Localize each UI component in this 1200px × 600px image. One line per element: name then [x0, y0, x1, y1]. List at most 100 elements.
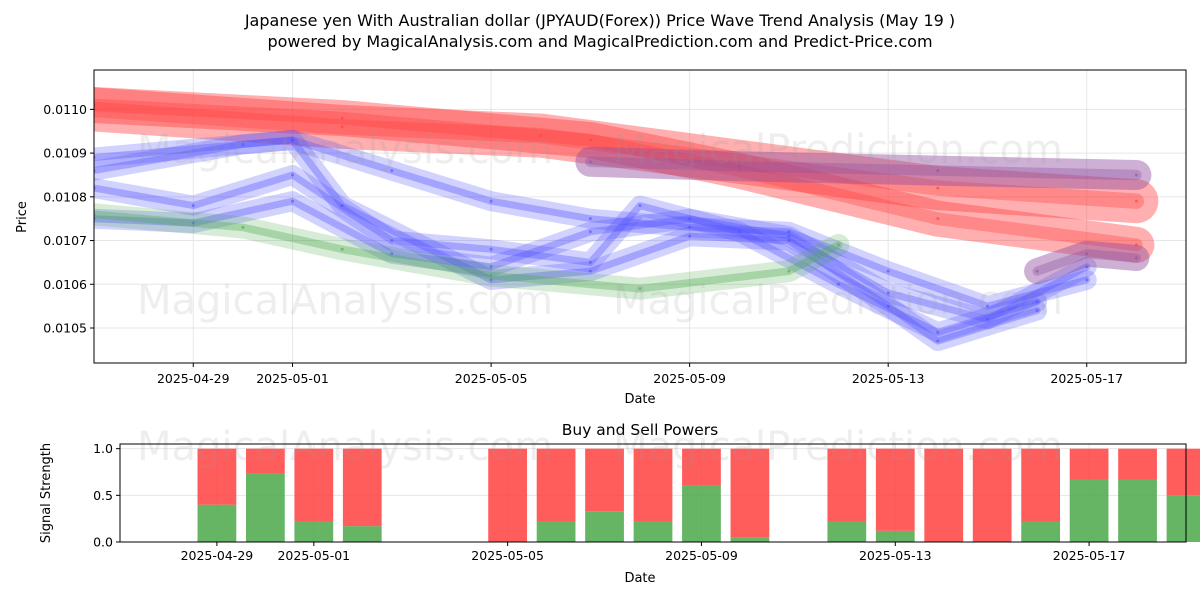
sell-bar	[342, 448, 382, 527]
price-y-tick-label: 0.0108	[43, 189, 87, 204]
sell-bar	[245, 448, 285, 474]
price-point	[1085, 265, 1089, 269]
price-point	[886, 304, 890, 308]
power-panel: Buy and Sell Powers MagicalAnalysis.com …	[39, 421, 1200, 586]
price-y-axis-label: Price	[15, 201, 30, 233]
price-point	[1085, 252, 1089, 256]
price-point	[936, 330, 940, 334]
price-point	[291, 173, 295, 177]
price-point	[936, 186, 940, 190]
power-y-axis-label: Signal Strength	[39, 443, 54, 543]
chart-title: Japanese yen With Australian dollar (JPY…	[244, 11, 955, 30]
price-point	[489, 265, 493, 269]
price-x-tick-label: 2025-05-01	[256, 371, 329, 386]
sell-bar	[682, 448, 721, 486]
price-plot-frame	[93, 69, 1187, 364]
price-y-tick-label: 0.0107	[43, 233, 87, 248]
price-point	[340, 125, 344, 129]
price-point	[886, 291, 890, 295]
power-x-tick-label: 2025-05-17	[1053, 548, 1126, 563]
price-point	[1035, 300, 1039, 304]
sell-bar	[536, 448, 576, 522]
price-point	[787, 234, 791, 238]
price-x-tick-label: 2025-05-17	[1050, 371, 1123, 386]
sell-bar	[875, 448, 915, 531]
power-watermarks: MagicalAnalysis.com MagicalPrediction.co…	[137, 424, 1063, 470]
price-point	[737, 160, 741, 164]
price-point	[489, 274, 493, 278]
price-point	[291, 138, 295, 142]
price-point	[1134, 199, 1138, 203]
price-point	[489, 247, 493, 251]
price-point	[936, 217, 940, 221]
price-point	[489, 199, 493, 203]
price-point	[588, 230, 592, 234]
price-point	[787, 269, 791, 273]
chart-subtitle: powered by MagicalAnalysis.com and Magic…	[267, 32, 932, 51]
price-point	[588, 260, 592, 264]
price-point	[588, 217, 592, 221]
power-bars-group	[197, 448, 1200, 542]
price-series-red-wave-2	[94, 87, 1155, 263]
price-y-tick-label: 0.0106	[43, 277, 87, 292]
price-point	[1134, 243, 1138, 247]
price-point	[737, 169, 741, 173]
price-point	[638, 204, 642, 208]
price-x-tick-label: 2025-05-09	[653, 371, 726, 386]
watermark-text: MagicalAnalysis.com	[137, 278, 553, 324]
price-point	[936, 169, 940, 173]
buy-bar	[633, 521, 673, 542]
price-series-blue-wave-4	[94, 130, 1048, 352]
sell-bar	[924, 448, 964, 542]
price-point	[588, 138, 592, 142]
price-series-group	[94, 87, 1159, 352]
sell-bar	[585, 448, 624, 512]
price-point	[191, 221, 195, 225]
price-watermarks: MagicalAnalysis.com MagicalPrediction.co…	[137, 127, 1063, 324]
power-chart-title: Buy and Sell Powers	[562, 421, 719, 439]
price-point	[340, 116, 344, 120]
buy-bar	[1118, 479, 1157, 542]
buy-bar	[245, 473, 285, 542]
buy-bar	[875, 530, 915, 542]
price-point	[390, 169, 394, 173]
watermark-text: MagicalAnalysis.com	[137, 424, 553, 470]
price-point	[390, 252, 394, 256]
price-point	[588, 269, 592, 273]
price-point	[1134, 173, 1138, 177]
price-x-tick-label: 2025-04-29	[157, 371, 230, 386]
buy-bar	[682, 485, 721, 542]
price-point	[638, 287, 642, 291]
price-point	[688, 234, 692, 238]
price-point	[837, 243, 841, 247]
power-x-tick-label: 2025-05-13	[859, 548, 932, 563]
buy-bar	[585, 511, 624, 542]
sell-bar	[1021, 448, 1061, 522]
power-y-ticks: 0.0 0.5 1.0	[93, 441, 120, 550]
buy-bar	[827, 521, 867, 542]
price-series-core-purple-band	[585, 156, 1142, 181]
price-x-axis-label: Date	[624, 392, 655, 407]
price-point	[737, 164, 741, 168]
watermark-text: MagicalPrediction.com	[613, 278, 1063, 324]
price-point	[688, 217, 692, 221]
price-point	[291, 199, 295, 203]
power-x-axis-label: Date	[624, 571, 655, 586]
sell-bar	[633, 448, 673, 522]
buy-bar	[1021, 521, 1061, 542]
watermark-text: MagicalPrediction.com	[613, 127, 1063, 173]
power-x-ticks: 2025-04-29 2025-05-01 2025-05-05 2025-05-09…	[181, 542, 1126, 563]
price-point	[1035, 309, 1039, 313]
sell-bar	[197, 448, 237, 505]
sell-bar	[730, 448, 770, 538]
price-point	[340, 247, 344, 251]
price-series-core-red-wave-1	[94, 101, 1145, 209]
price-series-red-wave-1	[94, 87, 1159, 224]
price-series-core-red-wave-2	[94, 98, 1143, 252]
price-panel: MagicalAnalysis.com MagicalPrediction.co…	[15, 69, 1187, 407]
power-x-tick-label: 2025-05-09	[665, 548, 738, 563]
price-point	[737, 230, 741, 234]
sell-bar	[972, 448, 1012, 542]
price-point	[539, 134, 543, 138]
